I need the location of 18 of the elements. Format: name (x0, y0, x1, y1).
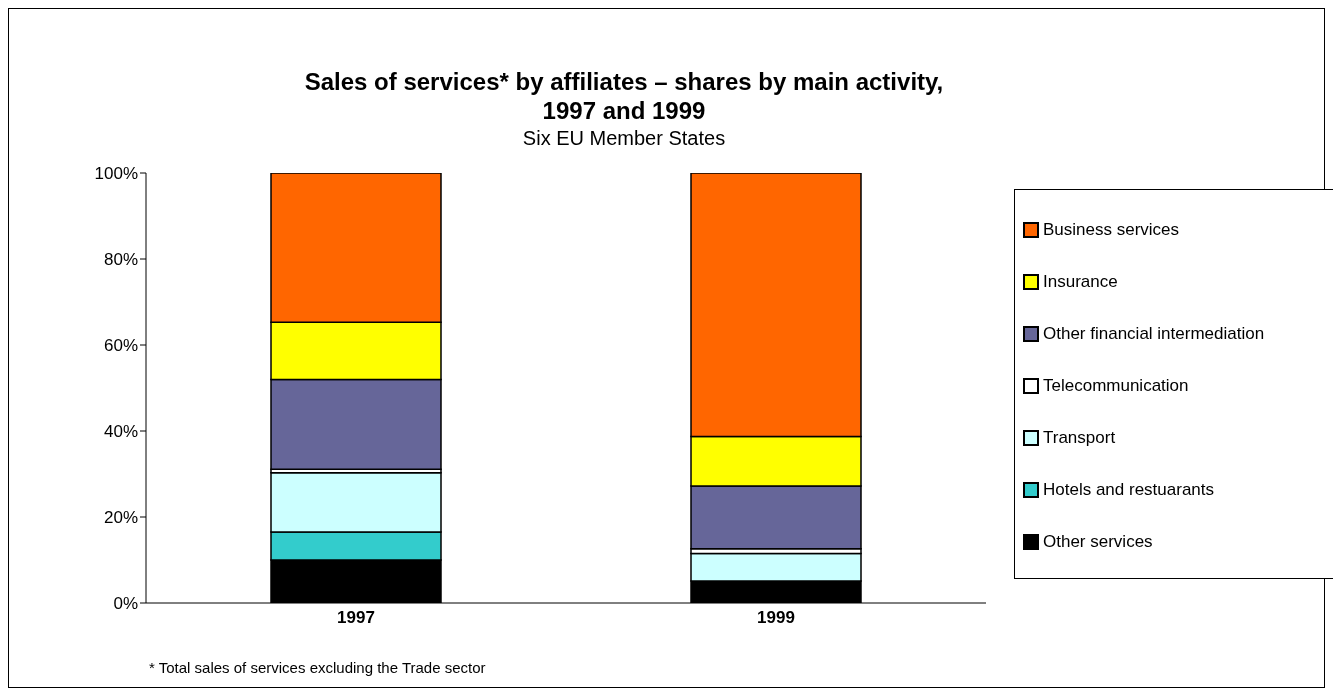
y-tick-label: 20% (103, 508, 138, 528)
y-tick-label: 40% (103, 422, 138, 442)
x-tick-label: 1999 (757, 608, 795, 628)
legend-label: Transport (1043, 428, 1116, 448)
legend-label: Other services (1043, 532, 1153, 552)
y-tick-label: 0% (113, 594, 138, 614)
legend-label: Insurance (1043, 272, 1118, 292)
legend-label: Business services (1043, 220, 1180, 240)
x-tick-label: 1997 (337, 608, 375, 628)
chart-title: Sales of services* by affiliates – shares by main activity, 1997 and 1999 (303, 67, 945, 125)
legend-label: Hotels and restuarants (1043, 480, 1215, 500)
y-tick-label: 80% (103, 250, 138, 270)
y-tick-label: 60% (103, 336, 138, 356)
y-tick-label: 100% (94, 164, 138, 184)
text: * Total sales of services excluding the Trade sector (149, 659, 486, 676)
legend-label: Telecommunication (1043, 376, 1189, 396)
legend-label: Other financial intermediation (1043, 324, 1265, 344)
chart-subtitle: Six EU Member States (521, 127, 727, 150)
